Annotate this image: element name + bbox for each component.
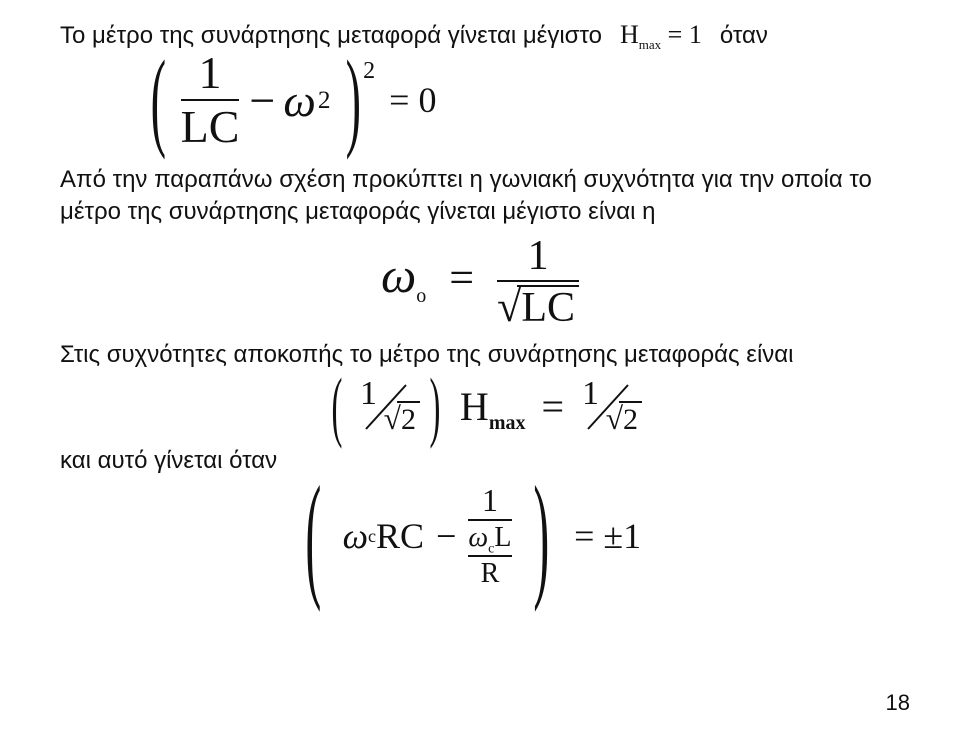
intro-line: Το μέτρο της συνάρτησης μεταφορά γίνεται… [60, 20, 900, 50]
eq3-frac-left: 1 √2 [358, 375, 414, 437]
para1-line-b: μέτρο της συνάρτησης μεταφοράς γίνεται μ… [60, 196, 900, 228]
page-number: 18 [886, 690, 910, 716]
eq4-omega1: ω [343, 515, 368, 557]
eq3-H-sym: H [460, 384, 489, 429]
eq4-R: R [481, 560, 500, 588]
eq4-omega2: ω [468, 522, 488, 553]
eq3-H-sub: max [489, 412, 526, 434]
eq4-inner-frac: ωcL R [468, 524, 511, 588]
equation-4: ( ωcRC − 1 ωcL R ) = ±1 [290, 484, 900, 588]
eq4-num: 1 [482, 484, 498, 516]
eq3-frac-right: 1 √2 [580, 375, 636, 437]
eq4-rparen: ) [533, 487, 549, 585]
eq3-sqrt-r: 2 [619, 401, 642, 437]
minus-sign: − [249, 74, 275, 127]
eq2-num: 1 [528, 235, 549, 277]
eq1-tail: = 0 [389, 79, 436, 121]
eq2-frac: 1 √ LC [497, 235, 579, 329]
hmax-eq: = 1 [668, 20, 702, 49]
eq3-rparen: ) [429, 378, 440, 434]
frac-den: LC [181, 104, 240, 150]
eq3-H: Hmax [460, 383, 526, 430]
paragraph-1: Από την παραπάνω σχέση προκύπτει η γωνια… [60, 164, 900, 229]
hmax-expr: Hmax = 1 [620, 20, 702, 50]
equation-3: ( 1 √2 ) Hmax = 1 √2 [60, 375, 900, 437]
hmax-H: H [620, 20, 639, 49]
eq4-minus: − [436, 515, 456, 557]
eq3-lparen: ( [331, 378, 342, 434]
paren-content: 1 LC − ω2 [177, 50, 335, 150]
rparen: ) [345, 60, 360, 139]
eq4-frac: 1 ωcL R [468, 484, 511, 588]
equation-2: ωo = 1 √ LC [60, 235, 900, 329]
eq4-content: ωcRC − 1 ωcL R [337, 484, 518, 588]
eq2-sub: o [416, 285, 426, 307]
eq3-eq: = [541, 383, 564, 430]
para1-line-a: Από την παραπάνω σχέση προκύπτει η γωνια… [60, 164, 900, 196]
hmax-sub: max [639, 37, 661, 52]
intro-text-b: όταν [720, 22, 768, 50]
eq4-RC: RC [376, 515, 424, 557]
eq2-eq: = [449, 253, 474, 302]
eq3-den-r: √2 [606, 401, 642, 437]
omega: ω [283, 74, 315, 127]
equation-1: ( 1 LC − ω2 ) 2 = 0 [140, 50, 900, 150]
eq4-L: L [494, 522, 511, 553]
sqrt-body: LC [517, 285, 579, 329]
paragraph-2: Στις συχνότητες αποκοπής το μέτρο της συ… [60, 339, 900, 371]
eq2-den: √ LC [497, 285, 579, 329]
outer-sq: 2 [363, 58, 375, 85]
eq4-inner-num: ωcL [468, 524, 511, 552]
eq4-lparen: ( [305, 487, 321, 585]
eq4-den: ωcL R [468, 524, 511, 588]
eq4-tail: = ±1 [574, 515, 641, 557]
eq3-sqrt-l: 2 [397, 401, 420, 437]
eq2-omega: ω [381, 247, 416, 303]
eq3-den-l: √2 [384, 401, 420, 437]
frac-num: 1 [199, 50, 222, 96]
intro-text-a: Το μέτρο της συνάρτησης μεταφορά γίνεται… [60, 22, 602, 50]
frac-one-over-lc: 1 LC [181, 50, 240, 150]
paragraph-3: και αυτό γίνεται όταν [60, 445, 900, 477]
lparen: ( [151, 60, 166, 139]
sqrt-lc: √ LC [497, 285, 579, 329]
